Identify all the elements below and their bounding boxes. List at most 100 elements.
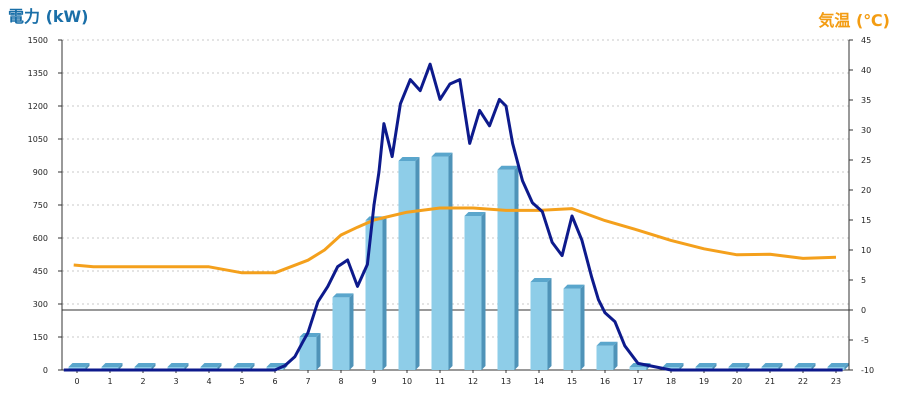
bar-side (448, 152, 453, 370)
right-tick-label: 35 (861, 96, 871, 105)
x-tick-label: 3 (173, 377, 178, 386)
bar (332, 297, 350, 370)
right-tick-label: 20 (861, 186, 871, 195)
bar-top (431, 152, 453, 157)
x-tick-label: 2 (140, 377, 145, 386)
left-tick-label: 300 (33, 300, 48, 309)
bar-top (101, 363, 123, 367)
bar-top (596, 341, 618, 346)
x-tick-label: 6 (272, 377, 277, 386)
left-tick-label: 750 (33, 201, 48, 210)
bar-side (547, 278, 552, 370)
bar-top (167, 363, 189, 367)
bar-side (316, 333, 321, 370)
bar-side (811, 363, 816, 370)
right-axis-title: 気温 (℃) (818, 11, 890, 30)
bar-side (481, 212, 486, 370)
x-tick-label: 12 (468, 377, 478, 386)
bar (365, 220, 383, 370)
x-tick-label: 18 (666, 377, 676, 386)
bar-top (464, 212, 486, 216)
bar-side (778, 363, 783, 370)
bar-side (217, 363, 222, 370)
x-tick-label: 19 (699, 377, 709, 386)
bar-side (382, 216, 387, 370)
left-tick-label: 0 (43, 366, 48, 375)
bar-top (68, 363, 90, 367)
bar (629, 367, 647, 370)
bar (497, 169, 515, 370)
x-tick-label: 20 (732, 377, 742, 386)
bar-top (662, 363, 684, 367)
bar-top (530, 278, 552, 282)
bar-side (712, 363, 717, 370)
bar-top (827, 363, 849, 367)
bar-top (332, 293, 354, 298)
bar-side (250, 363, 255, 370)
bar-side (151, 363, 156, 370)
left-tick-label: 1500 (28, 36, 48, 45)
bar-side (514, 165, 519, 370)
bar (299, 337, 317, 370)
right-tick-label: -10 (861, 366, 874, 375)
bar (596, 345, 614, 370)
bar-side (580, 284, 585, 370)
bar-side (745, 363, 750, 370)
bar-top (563, 284, 585, 289)
x-tick-label: 15 (567, 377, 577, 386)
bar-side (613, 341, 618, 370)
x-tick-label: 7 (305, 377, 310, 386)
bar-side (415, 157, 420, 370)
bar-top (233, 363, 255, 367)
left-axis-title: 電力 (kW) (8, 7, 89, 26)
x-tick-label: 9 (371, 377, 376, 386)
x-tick-label: 16 (600, 377, 610, 386)
bar (563, 288, 581, 370)
bar (431, 156, 449, 370)
x-tick-label: 1 (107, 377, 112, 386)
bar-top (728, 363, 750, 367)
right-tick-label: 0 (861, 306, 866, 315)
x-tick-label: 0 (74, 377, 79, 386)
bar-side (679, 363, 684, 370)
bar-side (844, 363, 849, 370)
bar-top (134, 363, 156, 367)
right-tick-label: 45 (861, 36, 871, 45)
x-tick-label: 22 (798, 377, 808, 386)
bar-side (118, 363, 123, 370)
x-tick-label: 5 (239, 377, 244, 386)
bar-side (349, 293, 354, 370)
bar (530, 282, 548, 370)
x-tick-label: 4 (206, 377, 211, 386)
bar-top (794, 363, 816, 367)
x-tick-label: 10 (402, 377, 412, 386)
left-tick-label: 150 (33, 333, 48, 342)
x-tick-label: 17 (633, 377, 643, 386)
right-tick-label: -5 (861, 336, 869, 345)
right-tick-label: 15 (861, 216, 871, 225)
bar-top (761, 363, 783, 367)
bar-top (695, 363, 717, 367)
right-tick-label: 5 (861, 276, 866, 285)
x-tick-label: 21 (765, 377, 775, 386)
left-tick-label: 900 (33, 168, 48, 177)
temperature-line (73, 206, 837, 275)
right-tick-label: 25 (861, 156, 871, 165)
left-tick-label: 1350 (28, 69, 48, 78)
power-line (63, 62, 843, 372)
left-tick-label: 1050 (28, 135, 48, 144)
bar-top (497, 165, 519, 170)
bar-top (398, 157, 420, 161)
left-tick-label: 450 (33, 267, 48, 276)
right-tick-label: 30 (861, 126, 871, 135)
x-tick-label: 8 (338, 377, 343, 386)
x-tick-label: 13 (501, 377, 511, 386)
bar (464, 216, 482, 370)
right-tick-label: 10 (861, 246, 871, 255)
x-tick-label: 14 (534, 377, 544, 386)
right-tick-label: 40 (861, 66, 871, 75)
bar-top (200, 363, 222, 367)
left-tick-label: 1200 (28, 102, 48, 111)
bar-side (184, 363, 189, 370)
